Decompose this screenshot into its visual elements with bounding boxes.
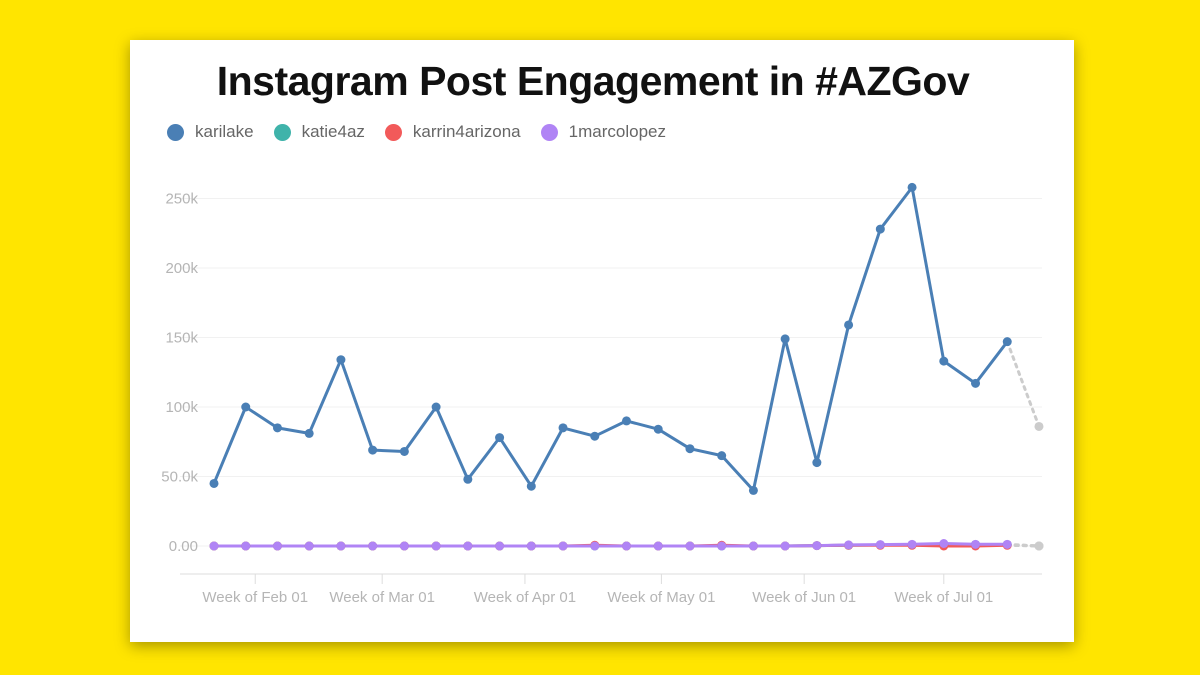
data-point-1marcolopez[interactable] <box>272 541 282 551</box>
y-tick-label: 200k <box>165 260 198 277</box>
y-tick-label: 50.0k <box>161 469 198 486</box>
data-point-1marcolopez[interactable] <box>304 541 314 551</box>
x-tick-label: Week of May 01 <box>607 589 715 606</box>
chart-legend: karilake katie4az karrin4arizona 1marcolope… <box>167 120 686 144</box>
data-point-1marcolopez[interactable] <box>241 541 251 551</box>
legend-swatch <box>384 123 402 141</box>
x-tick-label: Week of Mar 01 <box>329 589 435 606</box>
data-point-karilake[interactable] <box>399 446 409 456</box>
data-point-karilake[interactable] <box>368 445 378 455</box>
data-point-karilake[interactable] <box>431 402 441 412</box>
data-point-1marcolopez[interactable] <box>526 541 536 551</box>
data-point-1marcolopez[interactable] <box>558 541 568 551</box>
data-point-karilake[interactable] <box>209 478 219 488</box>
data-point-karilake[interactable] <box>971 378 981 388</box>
data-point-1marcolopez[interactable] <box>780 541 790 551</box>
data-point-1marcolopez[interactable] <box>399 541 409 551</box>
partial-point-1marcolopez[interactable] <box>1034 541 1044 551</box>
data-point-karilake[interactable] <box>304 428 314 438</box>
data-point-karilake[interactable] <box>748 485 758 495</box>
data-point-karilake[interactable] <box>336 355 346 365</box>
legend-label: 1marcolopez <box>568 122 666 141</box>
data-point-karilake[interactable] <box>717 451 727 461</box>
data-point-karilake[interactable] <box>558 423 568 433</box>
x-tick-label: Week of Apr 01 <box>474 589 576 606</box>
legend-item-1marcolopez[interactable]: 1marcolopez <box>540 122 666 142</box>
data-point-karilake[interactable] <box>1002 337 1012 347</box>
x-tick-label: Week of Jul 01 <box>894 589 993 606</box>
data-point-1marcolopez[interactable] <box>621 541 631 551</box>
x-tick-label: Week of Jun 01 <box>752 589 856 606</box>
data-point-1marcolopez[interactable] <box>336 541 346 551</box>
data-point-karilake[interactable] <box>621 416 631 426</box>
y-tick-label: 250k <box>165 191 198 208</box>
data-point-1marcolopez[interactable] <box>717 541 727 551</box>
x-tick-label: Week of Feb 01 <box>202 589 308 606</box>
data-point-1marcolopez[interactable] <box>463 541 473 551</box>
data-point-1marcolopez[interactable] <box>875 540 885 550</box>
data-point-karilake[interactable] <box>907 182 917 192</box>
data-point-1marcolopez[interactable] <box>907 539 917 549</box>
legend-swatch <box>540 123 558 141</box>
data-point-1marcolopez[interactable] <box>685 541 695 551</box>
data-point-karilake[interactable] <box>526 481 536 491</box>
data-point-karilake[interactable] <box>812 458 822 468</box>
data-point-1marcolopez[interactable] <box>812 541 822 551</box>
data-point-1marcolopez[interactable] <box>368 541 378 551</box>
legend-item-katie4az[interactable]: katie4az <box>273 122 365 142</box>
chart-title: Instagram Post Engagement in #AZGov <box>216 58 970 104</box>
data-point-karilake[interactable] <box>463 474 473 484</box>
data-point-karilake[interactable] <box>780 334 790 344</box>
data-point-karilake[interactable] <box>241 402 251 412</box>
data-point-karilake[interactable] <box>272 423 282 433</box>
legend-item-karilake[interactable]: karilake <box>167 122 254 142</box>
data-point-1marcolopez[interactable] <box>590 541 600 551</box>
data-point-1marcolopez[interactable] <box>748 541 758 551</box>
data-point-karilake[interactable] <box>590 431 600 441</box>
legend-label: katie4az <box>301 122 365 141</box>
legend-label: karilake <box>195 122 254 141</box>
data-point-1marcolopez[interactable] <box>653 541 663 551</box>
data-point-1marcolopez[interactable] <box>844 540 854 550</box>
series-line-karilake <box>212 185 1009 492</box>
partial-segment-1marcolopez <box>1005 542 1041 548</box>
data-point-karilake[interactable] <box>495 433 505 443</box>
data-point-karilake[interactable] <box>939 356 949 366</box>
data-point-1marcolopez[interactable] <box>939 538 949 548</box>
data-point-1marcolopez[interactable] <box>495 541 505 551</box>
legend-swatch <box>167 123 184 141</box>
data-point-karilake[interactable] <box>875 224 885 234</box>
data-point-1marcolopez[interactable] <box>971 539 981 549</box>
y-tick-label: 0.00 <box>169 538 198 555</box>
data-point-1marcolopez[interactable] <box>431 541 441 551</box>
legend-item-karrin4arizona[interactable]: karrin4arizona <box>384 122 521 142</box>
data-point-1marcolopez[interactable] <box>1002 539 1012 549</box>
data-point-karilake[interactable] <box>653 424 663 434</box>
legend-label: karrin4arizona <box>412 122 521 141</box>
data-point-karilake[interactable] <box>844 320 854 330</box>
data-point-1marcolopez[interactable] <box>209 541 219 551</box>
y-tick-label: 100k <box>165 399 198 416</box>
partial-segment-karilake <box>1005 340 1041 428</box>
partial-point-karilake[interactable] <box>1034 421 1044 431</box>
series-line-1marcolopez <box>214 542 1008 548</box>
y-tick-label: 150k <box>165 330 198 347</box>
data-point-karilake[interactable] <box>685 444 695 454</box>
chart-card <box>130 40 1074 642</box>
legend-swatch <box>273 123 291 141</box>
